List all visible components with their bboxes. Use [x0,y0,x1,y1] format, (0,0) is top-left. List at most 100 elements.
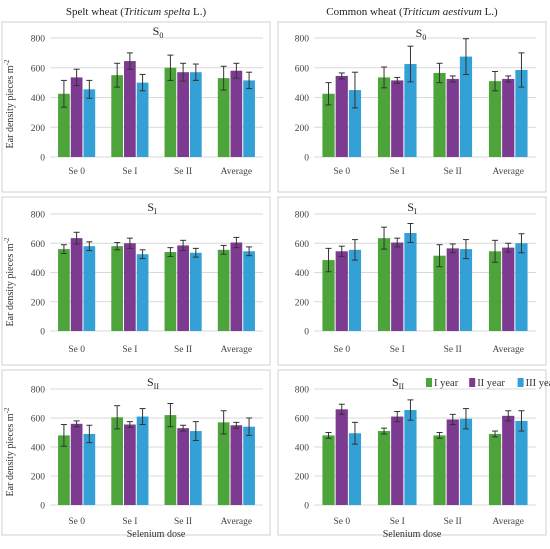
bar-ii-year [177,428,189,505]
y-tick-label: 0 [304,502,309,512]
bar-ii-year [446,78,459,157]
bar-i-year [433,435,446,505]
x-tick-label: Average [221,167,252,177]
bar-ii-year [446,419,459,505]
x-tick-label: Se I [390,167,405,177]
x-axis-label: Selenium dose [383,529,442,540]
column-title-suffix: L.) [190,6,206,18]
x-tick-label: Se II [444,167,462,177]
bar-iii-year [243,251,255,331]
x-tick-label: Se II [444,517,462,527]
y-tick-label: 800 [31,35,46,45]
x-tick-label: Se 0 [333,167,350,177]
legend-swatch [469,378,476,387]
y-tick-label: 0 [304,154,309,164]
panel-subtitle-main: S [416,26,423,40]
y-tick-label: 800 [295,211,310,221]
bar-iii-year [459,56,473,157]
y-tick-label: 200 [31,473,46,483]
x-tick-label: Se 0 [68,345,85,355]
y-axis-label-text: Ear density pieces m [5,413,16,496]
panel-subtitle-sub: 0 [422,33,426,42]
bar-iii-year [348,433,362,505]
y-tick-label: 0 [304,328,309,338]
x-tick-label: Average [493,345,524,355]
x-tick-label: Se II [444,345,462,355]
legend-entry: II year [477,378,505,389]
bar-ii-year [335,75,348,157]
bar-ii-year [177,245,189,331]
bar-i-year [488,251,502,331]
bar-iii-year [136,416,149,505]
bar-ii-year [70,77,83,157]
y-tick-label: 600 [31,64,46,74]
y-axis-label-sup: -2 [3,59,11,65]
x-axis-label: Selenium dose [127,529,186,540]
bar-ii-year [446,248,459,331]
panel-subtitle-sub: I [154,207,157,216]
legend-entry: III year [526,378,550,389]
bar-iii-year [459,418,473,505]
column-title-species: Triticum spelta [124,6,191,18]
panel-subtitle: SI [147,200,157,216]
y-axis-label-sup: -2 [3,407,11,413]
bar-i-year [377,431,391,505]
bar-ii-year [391,242,404,331]
x-tick-label: Se I [122,345,137,355]
x-tick-label: Se 0 [333,517,350,527]
y-axis-label: Ear density pieces m-2 [3,237,16,326]
panel-subtitle-sub: II [399,382,405,391]
y-tick-label: 0 [40,502,45,512]
x-tick-label: Se II [174,345,192,355]
panel-frame [1,196,271,366]
bar-i-year [164,67,177,157]
bar-i-year [322,435,335,505]
x-tick-label: Se I [390,517,405,527]
y-tick-label: 400 [31,269,46,279]
bar-i-year [58,435,70,505]
bar-i-year [322,260,335,331]
y-tick-label: 400 [295,269,310,279]
bar-i-year [58,249,70,331]
bar-iii-year [189,431,202,505]
bar-ii-year [70,423,83,505]
x-tick-label: Se I [390,345,405,355]
y-tick-label: 800 [31,211,46,221]
bar-iii-year [243,426,255,505]
x-tick-label: Se I [122,167,137,177]
bar-ii-year [335,409,348,505]
bar-iii-year [136,82,149,157]
bar-i-year [433,72,446,157]
panel-subtitle-main: S [153,24,160,38]
panel-subtitle: SII [392,375,404,391]
bar-iii-year [136,254,149,331]
bar-ii-year [230,242,243,331]
y-axis-label: Ear density pieces m-2 [3,59,16,148]
y-tick-label: 600 [295,240,310,250]
y-tick-label: 0 [40,154,45,164]
bar-ii-year [502,78,515,157]
y-tick-label: 600 [295,415,310,425]
panel-subtitle: S0 [416,26,427,42]
bar-iii-year [404,233,417,331]
bar-ii-year [502,247,515,331]
legend-swatch [426,378,432,387]
y-tick-label: 200 [295,298,310,308]
x-tick-label: Average [221,517,252,527]
bar-i-year [322,93,335,157]
bar-i-year [111,75,124,157]
panel-spelt-SI: 0 200 400 600 800 Se 0 Se I Se II Average SI [1,196,271,366]
bar-ii-year [70,238,83,331]
panel-subtitle: S0 [153,24,164,40]
bar-ii-year [391,80,404,157]
bar-i-year [217,249,230,331]
bar-i-year [111,246,124,331]
y-tick-label: 400 [31,444,46,454]
panel-subtitle: SI [407,200,417,216]
bar-ii-year [124,243,136,331]
bar-iii-year [243,80,255,157]
bar-ii-year [124,61,136,157]
